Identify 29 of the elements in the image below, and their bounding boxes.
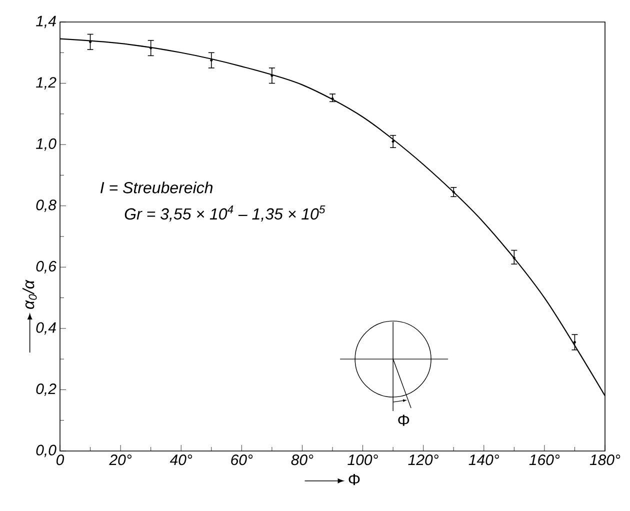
point: [392, 140, 394, 143]
x-tick-label: 40°: [170, 454, 192, 466]
y-tick-label: 0,0: [36, 444, 56, 458]
y-tick-label: 0,6: [36, 260, 56, 274]
x-tick-label: 20°: [109, 454, 132, 466]
annotation: Gr = 3,55 × 10$^{4}$ – 1,35 × 10$^{5}$: [124, 206, 326, 222]
x-tick-label: 140°: [468, 454, 500, 466]
x-tick-label: 80°: [291, 454, 314, 466]
x-tick-label: 0: [56, 454, 64, 466]
y-tick-label: 1,2: [36, 77, 56, 90]
annotation: I = Streubereich: [100, 182, 213, 194]
point: [573, 340, 576, 344]
y-tick-label: 1,4: [36, 16, 56, 28]
x-tick-label: 60°: [231, 454, 253, 466]
x-tick-label: 120°: [408, 454, 438, 466]
x-tick-label: 180°: [590, 454, 620, 466]
x-tick-label: 160°: [529, 454, 560, 466]
y-tick-label: 1,0: [36, 138, 56, 151]
y-tick-label: 0,2: [36, 384, 56, 396]
annotation: Φ: [398, 414, 410, 426]
y-axis-title: α$_{0}$/α: [22, 280, 37, 309]
y-tick-label: 0,4: [36, 322, 56, 335]
y-tick-label: 0,8: [36, 200, 56, 212]
point: [270, 74, 274, 77]
x-tick-label: 100°: [348, 454, 378, 466]
point: [210, 58, 213, 62]
x-axis-title: Φ: [348, 474, 360, 486]
point: [331, 97, 334, 100]
point: [88, 40, 92, 44]
